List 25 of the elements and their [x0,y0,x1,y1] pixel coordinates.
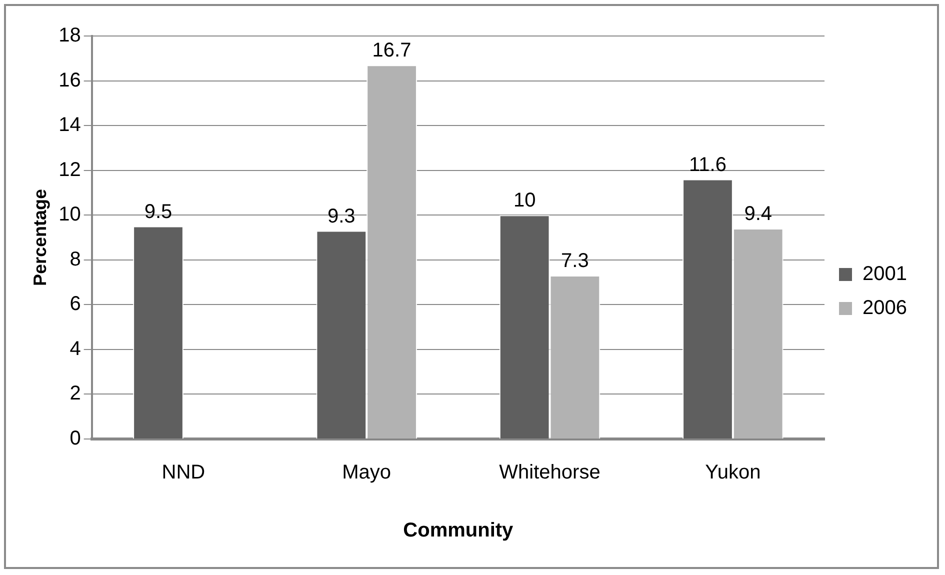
x-axis-title: Community [403,520,514,542]
y-tick-label: 14 [58,114,81,136]
x-tick-label: Yukon [705,462,761,484]
data-label: 9.3 [328,205,356,228]
data-label: 16.7 [372,40,412,62]
y-tick-label: 2 [70,382,81,405]
y-tick-label: 10 [58,204,81,226]
y-axis-title: Percentage [30,188,50,286]
y-tick-label: 4 [70,338,81,360]
legend-label: 2001 [862,263,908,286]
x-tick-label: Whitehorse [499,462,600,484]
data-label: 7.3 [561,250,589,272]
y-tick-label: 18 [58,24,81,47]
data-label: 9.5 [144,200,172,223]
y-tick-label: 6 [70,293,81,316]
legend-label: 2006 [862,297,908,320]
y-tick-label: 0 [70,428,81,450]
data-label: 11.6 [689,154,726,176]
x-tick-label: NND [162,462,206,484]
data-label: 10 [513,190,536,212]
y-tick-label: 12 [58,158,81,181]
y-tick-label: 16 [58,69,81,92]
data-label: 9.4 [744,203,772,226]
x-tick-label: Mayo [342,462,392,484]
y-tick-label: 8 [70,248,81,270]
